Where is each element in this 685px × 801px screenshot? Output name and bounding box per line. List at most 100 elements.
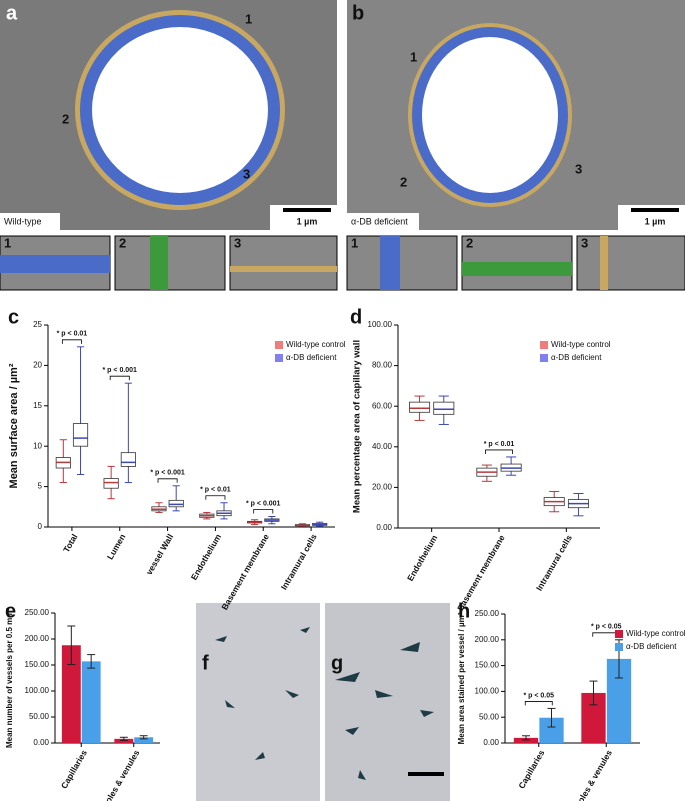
box bbox=[409, 401, 431, 413]
y-tick-label: 100.00 bbox=[25, 686, 50, 695]
panel-label: c bbox=[8, 306, 19, 328]
inset-label: 2 bbox=[119, 235, 126, 250]
legend-label: α-DB deficient bbox=[286, 353, 337, 362]
panel-label: e bbox=[5, 600, 16, 622]
y-axis-label: Mean area stained per vessel / µm² bbox=[457, 612, 466, 744]
inset-label: 1 bbox=[4, 235, 11, 250]
x-tick-label: Capillaries bbox=[516, 748, 546, 790]
bar bbox=[61, 645, 81, 743]
y-axis-label: Mean number of vessels per 0.5 mm² bbox=[5, 608, 14, 748]
legend-label: α-DB deficient bbox=[551, 353, 602, 362]
y-tick-label: 250.00 bbox=[25, 608, 50, 617]
inset-label: 3 bbox=[234, 235, 241, 250]
y-tick-label: 0 bbox=[38, 522, 43, 531]
legend-swatch bbox=[275, 354, 283, 362]
region-label: 2 bbox=[400, 174, 407, 189]
significance-bracket bbox=[253, 509, 274, 514]
y-tick-label: 10 bbox=[33, 441, 42, 450]
significance-label: * p < 0.01 bbox=[484, 441, 515, 448]
region-label: 1 bbox=[410, 49, 417, 64]
y-tick-label: 60.00 bbox=[372, 401, 393, 410]
significance-bracket bbox=[485, 449, 513, 454]
x-tick-label: Arterioles & venules bbox=[92, 748, 142, 801]
x-tick-label: vessel Wall bbox=[144, 532, 175, 576]
legend-swatch bbox=[615, 643, 623, 651]
y-tick-label: 50.00 bbox=[29, 712, 50, 721]
legend-label: Wild-type control bbox=[551, 340, 611, 349]
y-tick-label: 200.00 bbox=[25, 634, 50, 643]
region-label: 2 bbox=[62, 111, 69, 126]
significance-label: * p < 0.01 bbox=[200, 487, 231, 494]
y-tick-label: 40.00 bbox=[372, 442, 393, 451]
y-tick-label: 200.00 bbox=[475, 635, 500, 644]
x-tick-label: Basement membrane bbox=[219, 532, 271, 612]
bar bbox=[81, 661, 101, 743]
micrograph-g: g bbox=[325, 603, 450, 801]
inset-label: 3 bbox=[581, 235, 588, 250]
significance-label: * p < 0.001 bbox=[150, 470, 185, 477]
micrograph-f: f bbox=[196, 603, 320, 801]
y-tick-label: 0.00 bbox=[483, 738, 499, 747]
significance-label: * p < 0.05 bbox=[591, 624, 622, 631]
scale-bar-label: 1 µm bbox=[297, 216, 318, 226]
legend-swatch bbox=[275, 341, 283, 349]
micrograph-b: b 1 2 3 α-DB deficient 1 µm bbox=[347, 0, 685, 230]
significance-label: * p < 0.001 bbox=[246, 500, 281, 507]
box bbox=[72, 423, 89, 447]
panel-label: f bbox=[202, 652, 209, 674]
significance-label: * p < 0.001 bbox=[103, 367, 138, 374]
y-tick-label: 25 bbox=[33, 320, 42, 329]
significance-label: * p < 0.05 bbox=[523, 692, 554, 699]
significance-label: * p < 0.01 bbox=[57, 331, 88, 338]
box bbox=[120, 452, 136, 467]
y-tick-label: 250.00 bbox=[475, 609, 500, 618]
box bbox=[433, 401, 455, 415]
panel-label: d bbox=[350, 306, 362, 328]
significance-bracket bbox=[109, 375, 130, 381]
box bbox=[103, 478, 119, 489]
y-tick-label: 50.00 bbox=[479, 712, 500, 721]
y-tick-label: 150.00 bbox=[475, 661, 500, 670]
box bbox=[168, 499, 184, 508]
panel-label: h bbox=[458, 600, 470, 622]
y-tick-label: 80.00 bbox=[372, 361, 393, 370]
micrograph-a: a 1 2 3 Wild-type 1 µm bbox=[0, 0, 337, 230]
y-tick-label: 15 bbox=[33, 401, 42, 410]
y-tick-label: 100.00 bbox=[368, 320, 393, 329]
inset-label: 2 bbox=[466, 235, 473, 250]
legend-label: α-DB deficient bbox=[626, 642, 677, 651]
insets-b: 1 2 3 bbox=[346, 235, 685, 291]
x-tick-label: Endothelium bbox=[405, 533, 440, 583]
panel-label: b bbox=[352, 2, 364, 24]
bar bbox=[114, 738, 134, 743]
significance-bracket bbox=[524, 701, 553, 706]
region-label: 1 bbox=[245, 11, 252, 26]
y-tick-label: 0.00 bbox=[376, 523, 392, 532]
panel-label: g bbox=[331, 652, 343, 674]
legend-label: Wild-type control bbox=[286, 340, 346, 349]
panel-label: a bbox=[6, 2, 18, 24]
x-tick-label: Arterioles & venules bbox=[564, 748, 614, 801]
y-tick-label: 5 bbox=[38, 482, 43, 491]
x-tick-label: Intramural cells bbox=[534, 533, 574, 593]
y-tick-label: 150.00 bbox=[25, 660, 50, 669]
significance-bracket bbox=[205, 495, 226, 500]
y-tick-label: 100.00 bbox=[475, 687, 500, 696]
image-label: α-DB deficient bbox=[351, 216, 408, 226]
region-label: 3 bbox=[575, 161, 582, 176]
x-tick-label: Total bbox=[61, 532, 80, 554]
y-axis-label: Mean percentage area of capillary wall bbox=[352, 340, 363, 513]
image-label: Wild-type bbox=[4, 216, 42, 226]
bar bbox=[134, 737, 154, 743]
bar bbox=[513, 737, 539, 743]
scale-bar-label: 1 µm bbox=[645, 216, 666, 226]
legend-label: Wild-type control bbox=[626, 629, 685, 638]
legend-swatch bbox=[540, 354, 548, 362]
significance-bracket bbox=[157, 478, 178, 483]
x-tick-label: Intramural cells bbox=[279, 532, 319, 592]
y-tick-label: 0.00 bbox=[33, 738, 49, 747]
x-tick-label: Capillaries bbox=[59, 748, 89, 790]
inset-label: 1 bbox=[351, 235, 358, 250]
legend-swatch bbox=[540, 341, 548, 349]
